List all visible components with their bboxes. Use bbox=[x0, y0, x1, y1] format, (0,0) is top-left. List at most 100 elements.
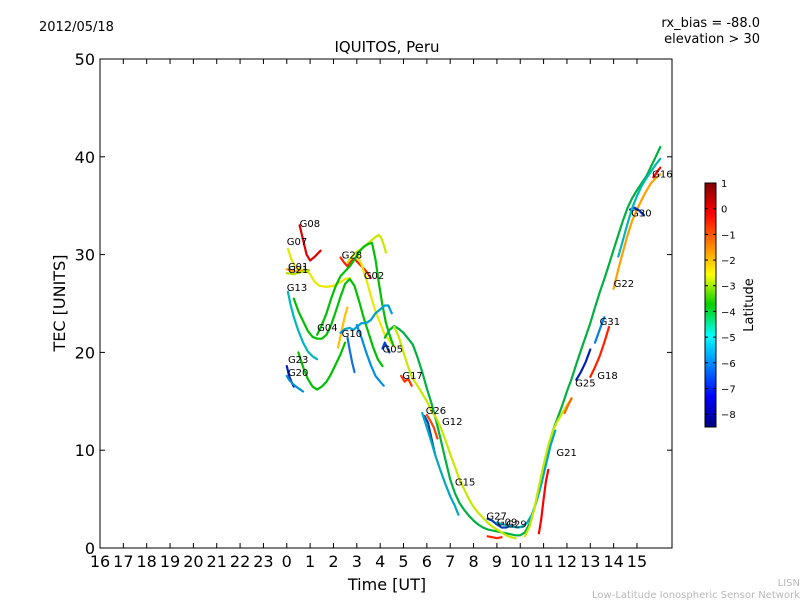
series-line-G04b bbox=[297, 341, 347, 391]
date-label: 2012/05/18 bbox=[39, 20, 114, 35]
y-tick-label: 10 bbox=[75, 441, 95, 460]
satellite-label: G21 bbox=[556, 448, 576, 459]
colorbar-tick-label: −6 bbox=[721, 359, 736, 370]
series-line-G10 bbox=[339, 304, 393, 334]
colorbar-tick-label: −3 bbox=[721, 282, 736, 293]
x-tick-label: 21 bbox=[207, 552, 227, 571]
series-line-G13b bbox=[292, 277, 384, 368]
satellite-label: G26 bbox=[426, 406, 446, 417]
x-tick-label: 3 bbox=[352, 552, 362, 571]
series-line-G20 bbox=[285, 374, 305, 393]
series-line-G16b bbox=[617, 157, 662, 258]
x-tick-label: 5 bbox=[398, 552, 408, 571]
satellite-label: G17 bbox=[402, 371, 422, 382]
satellite-label: G01 bbox=[288, 262, 308, 273]
series-line-G09 bbox=[495, 429, 557, 529]
x-tick-label: 20 bbox=[183, 552, 203, 571]
series-line-G16 bbox=[652, 166, 662, 179]
series-line-G17 bbox=[400, 374, 413, 387]
x-tick-label: 14 bbox=[603, 552, 623, 571]
chart-title: IQUITOS, Peru bbox=[334, 38, 439, 56]
satellite-label: G25 bbox=[575, 379, 595, 390]
colorbar-tick-label: −8 bbox=[721, 410, 736, 421]
plot-frame bbox=[99, 58, 673, 549]
series-line-G31 bbox=[593, 316, 606, 344]
satellite-label: G12 bbox=[442, 417, 462, 428]
x-tick-label: 16 bbox=[90, 552, 110, 571]
colorbar-tick-label: −5 bbox=[721, 333, 736, 344]
x-tick-label: 1 bbox=[305, 552, 315, 571]
rx-bias-label: rx_bias = -88.0 bbox=[661, 16, 760, 31]
colorbar-tick-label: −7 bbox=[721, 384, 736, 395]
satellite-label: G30 bbox=[631, 208, 651, 219]
colorbar bbox=[704, 182, 717, 428]
x-axis-label: Time [UT] bbox=[347, 575, 426, 594]
series-line-G13 bbox=[286, 290, 319, 361]
colorbar-tick-label: −1 bbox=[721, 230, 736, 241]
satellite-label: G07 bbox=[287, 237, 307, 248]
colorbar-tick-label: 0 bbox=[721, 205, 727, 216]
series-line-G15 bbox=[421, 411, 460, 516]
series-line-G02b bbox=[355, 253, 396, 348]
satellite-label: G08 bbox=[300, 219, 320, 230]
series-line-G21c bbox=[563, 397, 573, 415]
colorbar-tick-label: −2 bbox=[721, 256, 736, 267]
footer-network: Low-Latitude Ionospheric Sensor Network bbox=[592, 590, 800, 600]
satellite-label: G18 bbox=[597, 371, 617, 382]
y-tick-label: 30 bbox=[75, 246, 95, 265]
satellite-label: G16 bbox=[652, 169, 672, 180]
series-layer bbox=[285, 145, 662, 540]
series-line-G04 bbox=[316, 241, 395, 346]
x-tick-label: 9 bbox=[492, 552, 502, 571]
x-tick-label: 7 bbox=[445, 552, 455, 571]
series-line-G27b bbox=[486, 535, 503, 540]
x-tick-label: 17 bbox=[113, 552, 133, 571]
satellite-label: G20 bbox=[288, 368, 308, 379]
x-tick-label: 2 bbox=[328, 552, 338, 571]
series-line-G27 bbox=[486, 517, 512, 529]
series-line-G10c bbox=[355, 323, 385, 387]
x-tick-label: 19 bbox=[160, 552, 180, 571]
x-tick-label: 11 bbox=[533, 552, 553, 571]
x-tick-label: 8 bbox=[468, 552, 478, 571]
series-line-G05b bbox=[381, 341, 391, 354]
x-tick-label: 12 bbox=[557, 552, 577, 571]
satellite-label: G13 bbox=[287, 283, 307, 294]
x-tick-label: 18 bbox=[137, 552, 157, 571]
series-line-G26 bbox=[425, 413, 439, 440]
series-line-G02 bbox=[346, 233, 388, 264]
satellite-label: G22 bbox=[614, 279, 634, 290]
y-tick-label: 40 bbox=[75, 148, 95, 167]
satellite-label: G29 bbox=[506, 519, 526, 530]
x-tick-label: 13 bbox=[580, 552, 600, 571]
satellite-label: G05 bbox=[382, 344, 402, 355]
series-line-G21 bbox=[537, 468, 550, 535]
series-line-G21 bbox=[285, 269, 311, 276]
x-tick-label: 0 bbox=[282, 552, 292, 571]
x-tick-label: 6 bbox=[422, 552, 432, 571]
satellite-label: G15 bbox=[455, 477, 475, 488]
y-tick-label: 20 bbox=[75, 343, 95, 362]
satellite-label: G23 bbox=[288, 355, 308, 366]
series-line-G05 bbox=[383, 145, 662, 537]
colorbar-label: Latitude bbox=[742, 278, 757, 332]
series-line-G21b bbox=[523, 397, 573, 538]
colorbar-tick-label: 1 bbox=[721, 179, 727, 190]
y-tick-label: 0 bbox=[85, 539, 95, 558]
x-tick-label: 23 bbox=[253, 552, 273, 571]
x-tick-label: 15 bbox=[627, 552, 647, 571]
series-line-G08 bbox=[298, 224, 322, 262]
satellite-label: G02 bbox=[364, 271, 384, 282]
elevation-label: elevation > 30 bbox=[664, 32, 760, 47]
satellite-label: G09 bbox=[497, 518, 517, 529]
x-tick-label: 10 bbox=[510, 552, 530, 571]
satellite-label: G28 bbox=[342, 251, 362, 262]
series-line-G17b bbox=[393, 325, 517, 540]
series-line-G07 bbox=[286, 247, 351, 288]
satellite-label: G10 bbox=[342, 329, 362, 340]
series-line-G18 bbox=[589, 325, 611, 378]
satellite-label: G21 bbox=[288, 265, 308, 276]
satellite-label: G27 bbox=[486, 512, 506, 523]
